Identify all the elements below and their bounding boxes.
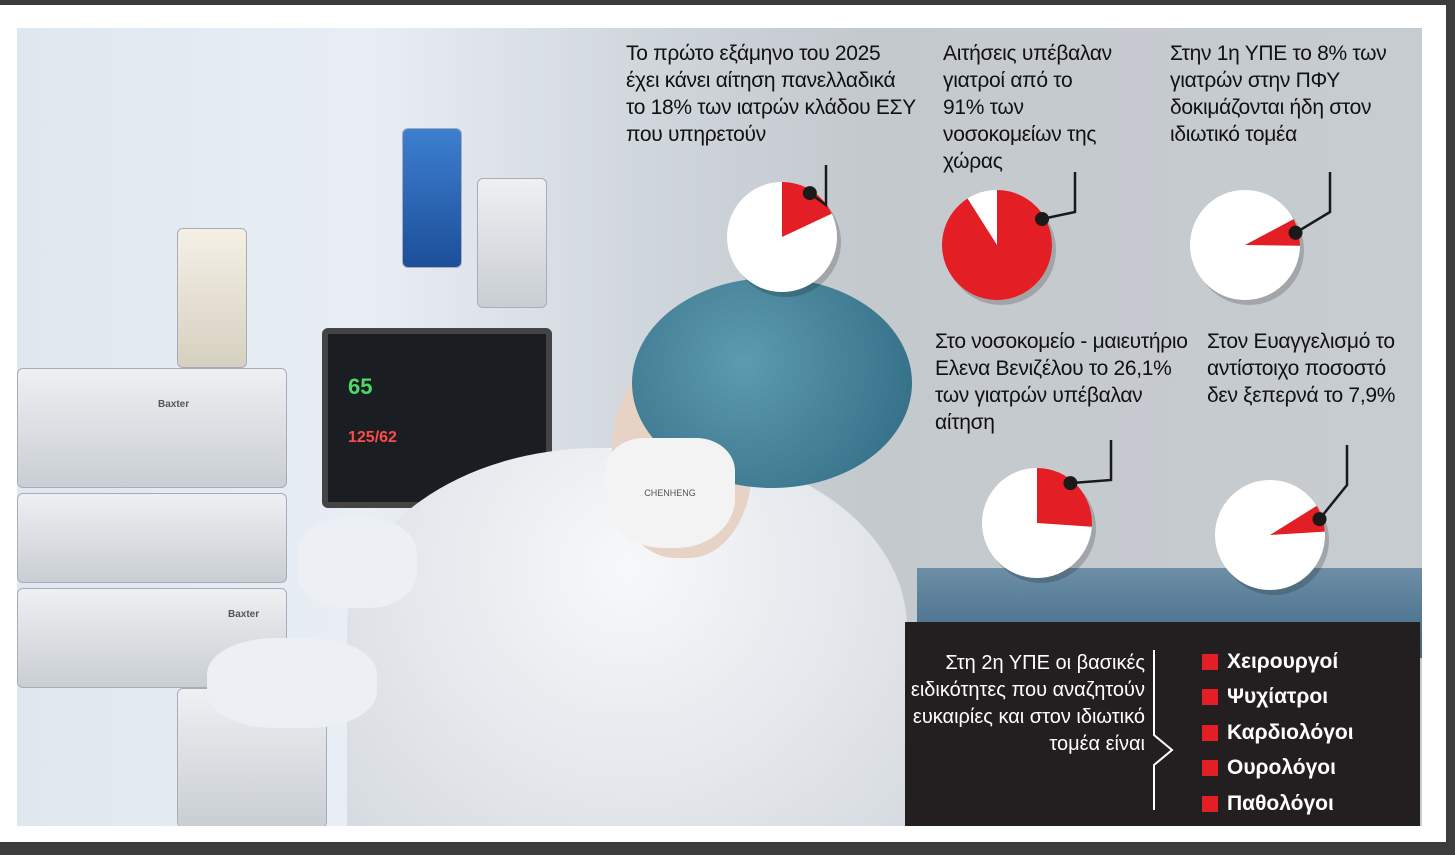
red-square-icon <box>1202 760 1218 777</box>
specialty-label: Παθολόγοι <box>1227 791 1334 815</box>
red-square-icon <box>1202 724 1218 741</box>
glove <box>297 518 417 608</box>
pump-brand-label: Baxter <box>158 399 190 410</box>
list-item: Παθολόγοι <box>1202 786 1354 822</box>
pump-brand-label: Baxter <box>228 609 260 620</box>
specialty-label: Ψυχίατροι <box>1227 685 1329 709</box>
pie-caption-2: Αιτήσεις υπέβαλαν γιατροί από το 91% των… <box>943 42 1112 173</box>
callout-dot <box>1312 512 1327 527</box>
callout-dot <box>1063 476 1078 491</box>
red-square-icon <box>1202 653 1218 670</box>
brace-icon <box>1153 650 1174 810</box>
red-square-icon <box>1202 689 1218 706</box>
face-mask: CHENHENG <box>605 438 735 548</box>
callout-line <box>1070 440 1113 485</box>
mask-text: CHENHENG <box>644 488 696 498</box>
iv-bag <box>177 228 247 368</box>
list-item: Καρδιολόγοι <box>1202 715 1354 751</box>
list-item: Χειρουργοί <box>1202 644 1354 680</box>
heart-rate-readout: 65 <box>348 374 373 399</box>
frame-bottom <box>0 842 1455 855</box>
specialties-intro: Στη 2η ΥΠΕ οι βασικές ειδικότητες που αν… <box>910 652 1145 755</box>
callout-line <box>1294 172 1332 234</box>
blood-pressure-readout: 125/62 <box>348 429 397 446</box>
callout-dot <box>1035 212 1050 226</box>
specialty-label: Καρδιολόγοι <box>1227 720 1354 744</box>
list-item: Ουρολόγοι <box>1202 751 1354 787</box>
pie-slice <box>782 181 832 237</box>
specialty-label: Ουρολόγοι <box>1227 756 1336 780</box>
iv-bottle <box>477 178 547 308</box>
glove <box>207 638 377 728</box>
callout-line <box>1041 172 1077 221</box>
pie-caption-3: Στην 1η ΥΠΕ το 8% των γιατρών στην ΠΦΥ δ… <box>1170 42 1387 146</box>
blue-connector <box>402 128 462 268</box>
pie-caption-4: Στο νοσοκομείο - μαιευτήριο Ελενα Βενιζέ… <box>935 330 1188 434</box>
frame-top <box>0 0 1455 5</box>
infusion-pump: Baxter <box>17 368 287 488</box>
list-item: Ψυχίατροι <box>1202 680 1354 716</box>
pie-slice <box>1270 505 1325 535</box>
pie-caption-1: Το πρώτο εξάμηνο του 2025 έχει κάνει αίτ… <box>626 42 916 146</box>
pie-slice <box>1037 468 1092 527</box>
callout-line <box>1318 445 1349 520</box>
callout-dot <box>802 186 817 201</box>
infusion-pump <box>17 493 287 583</box>
red-square-icon <box>1202 795 1218 812</box>
pie-slice <box>1245 219 1300 246</box>
specialty-label: Χειρουργοί <box>1227 649 1339 673</box>
specialties-list: Χειρουργοί Ψυχίατροι Καρδιολόγοι Ουρολόγ… <box>1202 644 1354 822</box>
pie-caption-5: Στον Ευαγγελισμό το αντίστοιχο ποσοστό δ… <box>1207 330 1396 407</box>
pie-slice <box>942 190 1052 300</box>
callout-dot <box>1288 225 1303 240</box>
specialties-box: Στη 2η ΥΠΕ οι βασικές ειδικότητες που αν… <box>905 622 1420 826</box>
frame-right <box>1446 0 1455 855</box>
